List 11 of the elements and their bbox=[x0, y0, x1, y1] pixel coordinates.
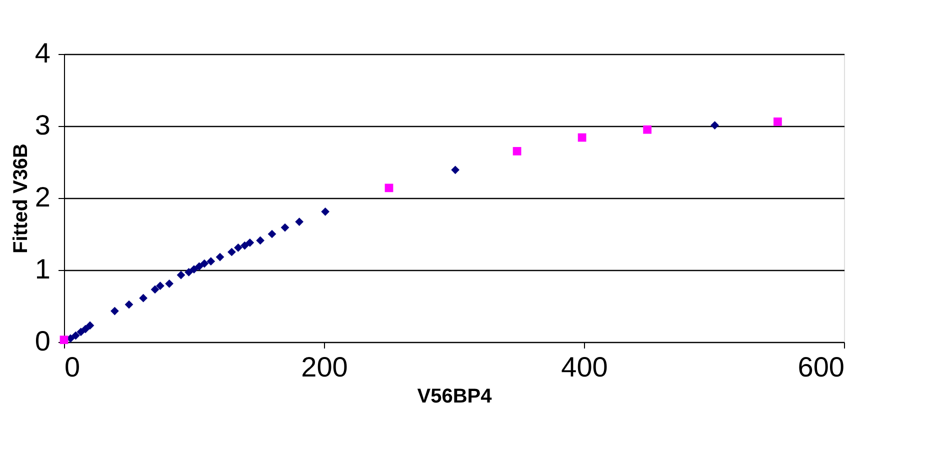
y-tick-label: 2 bbox=[34, 182, 50, 212]
x-tick-label: 400 bbox=[561, 352, 608, 382]
y-tick-label: 1 bbox=[34, 254, 50, 284]
x-tick-label: 0 bbox=[64, 352, 80, 382]
y-axis-title: Fitted V36B bbox=[10, 143, 32, 254]
x-axis-title: V56BP4 bbox=[417, 386, 493, 408]
y-tick-label: 4 bbox=[34, 38, 50, 68]
y-tick-label: 3 bbox=[34, 110, 50, 140]
x-tick-label: 600 bbox=[798, 352, 844, 382]
x-tick-label: 200 bbox=[301, 352, 348, 382]
y-tick-label: 0 bbox=[34, 326, 50, 356]
